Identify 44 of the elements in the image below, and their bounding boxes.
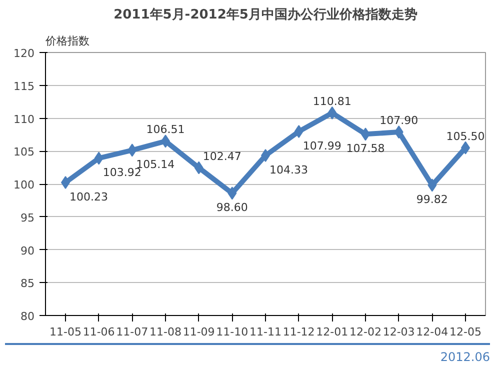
y-axis-title: 价格指数: [44, 34, 90, 48]
x-tick-label: 12-04: [416, 326, 448, 338]
point: [328, 106, 337, 120]
x-tick-label: 11-11: [250, 326, 282, 338]
data-label: 99.82: [416, 193, 448, 206]
point: [294, 124, 304, 138]
x-tick-label: 11-09: [182, 326, 215, 338]
point: [128, 144, 137, 157]
x-tick-label: 11-08: [150, 326, 182, 338]
x-tick-label: 11-10: [216, 326, 248, 338]
y-tick-label: 110: [14, 112, 35, 126]
data-label: 100.23: [70, 190, 108, 204]
y-tick-label: 105: [14, 146, 35, 159]
text: 2012.06: [440, 349, 490, 366]
y-tick-label: 80: [20, 310, 35, 323]
x-tick-label: 11-12: [282, 326, 315, 338]
x-tick-label: 12-01: [316, 326, 348, 338]
x-tick-label: 12-02: [350, 326, 382, 338]
point: [228, 186, 237, 200]
data-label: 104.33: [270, 164, 308, 177]
data-label: 106.51: [146, 123, 185, 136]
data-label: 105.50: [446, 130, 485, 143]
point: [94, 152, 104, 165]
data-label: 107.58: [346, 142, 385, 156]
chart-title: 2011年5月-2012年5月中国办公行业价格指数走势: [114, 6, 418, 22]
x-tick-label: 11-05: [50, 326, 82, 338]
x-tick-label: 12-03: [382, 326, 415, 338]
y-tick-label: 115: [14, 80, 35, 93]
point: [428, 178, 437, 192]
y-tick-label: 85: [20, 277, 35, 290]
x-tick-label: 12-05: [450, 326, 482, 338]
y-tick-label: 100: [14, 178, 35, 192]
y-tick-label: 120: [14, 47, 35, 60]
data-label: 107.90: [380, 114, 418, 128]
y-tick-label: 90: [20, 244, 35, 258]
data-label: 107.99: [302, 139, 342, 152]
point: [194, 161, 204, 174]
data-label: 110.81: [312, 94, 352, 108]
x-tick-label: 11-06: [82, 326, 115, 338]
x-tick-label: 11-07: [116, 326, 148, 338]
y-tick-label: 95: [20, 211, 35, 224]
point: [394, 126, 404, 139]
data-label: 98.60: [216, 201, 248, 214]
data-label: 102.47: [202, 150, 242, 163]
